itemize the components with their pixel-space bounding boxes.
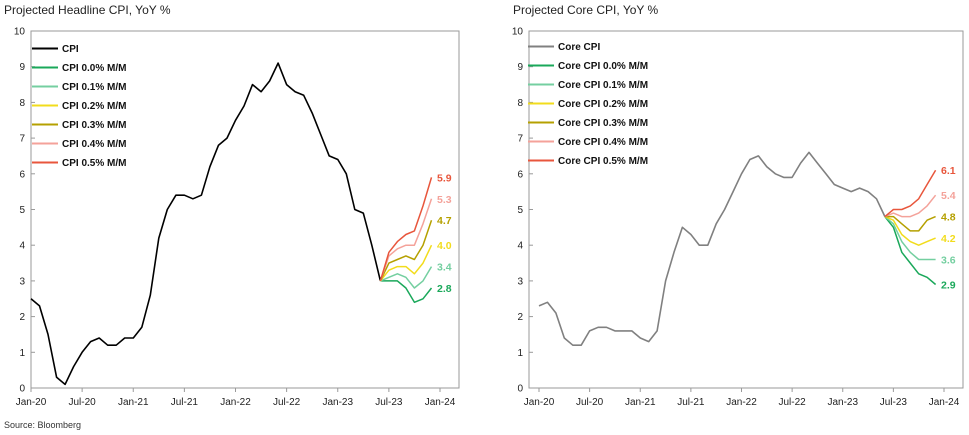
right-legend-label-0: Core CPI [558,42,600,53]
right-x-tick-label: Jul-22 [779,397,807,408]
right-x-tick-label: Jan-23 [827,397,858,408]
right-y-tick-label: 6 [517,169,523,180]
left-series-line-1 [380,280,433,304]
right-end-label-5: 5.4 [941,190,956,202]
left-legend-label-0: CPI [62,44,79,55]
left-end-label-3: 4.0 [437,240,452,252]
left-x-tick-label: Jan-20 [16,397,47,408]
right-y-tick-label: 4 [517,241,523,252]
right-end-label-4: 4.8 [941,212,956,224]
left-x-tick-label: Jul-21 [171,397,199,408]
left-x-tick-label: Jul-22 [273,397,301,408]
left-legend-label-1: CPI 0.0% M/M [62,63,126,74]
right-series-line-1 [884,216,937,286]
right-y-tick-label: 0 [517,384,523,395]
right-y-tick-label: 1 [517,348,523,359]
left-legend-label-2: CPI 0.1% M/M [62,82,126,93]
left-chart-title: Projected Headline CPI, YoY % [4,3,171,17]
left-end-label-5: 5.3 [437,194,452,206]
right-series-line-6 [884,169,937,218]
right-legend-label-1: Core CPI 0.0% M/M [558,61,648,72]
left-y-tick-label: 8 [19,98,25,109]
right-legend-label-2: Core CPI 0.1% M/M [558,80,648,91]
right-legend-label-5: Core CPI 0.4% M/M [558,137,648,148]
left-y-tick-label: 9 [19,62,25,73]
left-series-line-4 [379,219,433,282]
left-end-label-4: 4.7 [437,215,452,227]
left-series-line-3 [379,244,433,282]
left-y-tick-label: 6 [19,169,25,180]
left-y-tick-label: 10 [14,27,26,38]
left-y-tick-label: 2 [19,312,25,323]
right-x-tick-label: Jul-20 [576,397,604,408]
right-y-tick-label: 9 [517,62,523,73]
left-end-label-6: 5.9 [437,172,452,184]
right-series-line-0 [538,151,886,347]
left-legend-label-5: CPI 0.4% M/M [62,139,126,150]
left-x-tick-label: Jan-23 [322,397,353,408]
right-y-tick-label: 2 [517,312,523,323]
right-y-tick-label: 8 [517,98,523,109]
right-y-tick-label: 3 [517,276,523,287]
left-end-label-2: 3.4 [437,262,452,274]
right-end-label-3: 4.2 [941,233,956,245]
left-y-tick-label: 3 [19,276,25,287]
left-y-tick-label: 0 [19,384,25,395]
right-x-tick-label: Jul-23 [880,397,908,408]
left-x-tick-label: Jul-23 [375,397,403,408]
left-series-line-2 [380,266,433,289]
right-chart-title: Projected Core CPI, YoY % [513,3,659,17]
left-y-tick-label: 5 [19,205,25,216]
left-y-tick-label: 7 [19,134,25,145]
left-y-tick-label: 4 [19,241,25,252]
right-end-label-6: 6.1 [941,165,956,177]
right-legend-label-6: Core CPI 0.5% M/M [558,156,648,167]
left-legend-label-6: CPI 0.5% M/M [62,158,126,169]
source-note: Source: Bloomberg [4,420,82,430]
left-series-line-6 [379,177,433,282]
right-x-tick-label: Jan-24 [929,397,960,408]
right-end-label-2: 3.6 [941,254,956,266]
left-y-tick-label: 1 [19,348,25,359]
right-y-tick-label: 7 [517,134,523,145]
right-series-line-4 [884,215,936,232]
left-x-tick-label: Jan-22 [220,397,251,408]
left-legend-label-3: CPI 0.2% M/M [62,101,126,112]
left-x-tick-label: Jul-20 [69,397,97,408]
left-x-tick-label: Jan-24 [425,397,456,408]
right-y-tick-label: 5 [517,205,523,216]
right-x-tick-label: Jul-21 [677,397,705,408]
right-series-line-5 [884,194,937,218]
right-legend-label-4: Core CPI 0.3% M/M [558,118,648,129]
right-series-line-3 [884,215,936,246]
left-legend-label-4: CPI 0.3% M/M [62,120,126,131]
right-x-tick-label: Jan-20 [524,397,555,408]
right-end-label-1: 2.9 [941,279,956,291]
left-series-line-5 [379,198,433,282]
right-x-tick-label: Jan-21 [625,397,656,408]
left-x-tick-label: Jan-21 [118,397,149,408]
right-legend-label-3: Core CPI 0.2% M/M [558,99,648,110]
right-x-tick-label: Jan-22 [726,397,757,408]
right-series-line-2 [884,216,936,261]
left-series-line-0 [30,62,382,386]
left-end-label-1: 2.8 [437,283,452,295]
right-y-tick-label: 10 [512,27,524,38]
